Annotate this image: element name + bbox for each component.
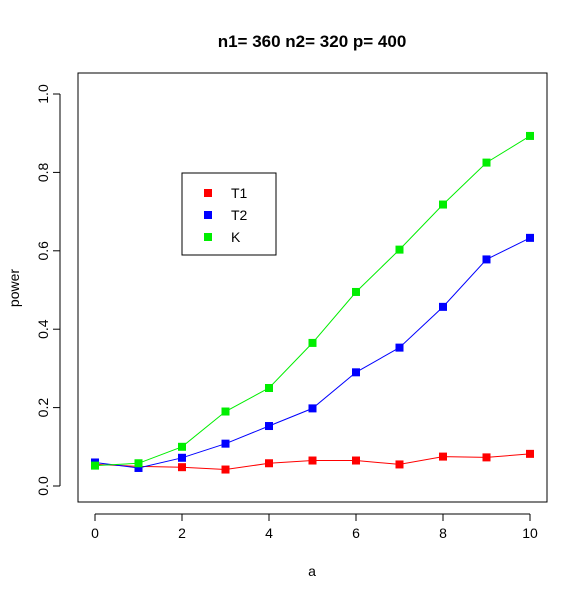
series-t2-point [352,368,360,377]
series-k-point [91,461,99,470]
x-tick-label: 10 [522,525,538,541]
series-k-point [308,338,317,347]
legend-box [181,172,277,256]
series-t2-point [134,463,143,472]
y-tick-label: 1.0 [35,84,51,104]
series-t2-point [265,422,273,431]
y-axis: 0.0 0.2 0.4 0.6 0.8 1.0 [35,84,61,496]
x-tick-label: 0 [91,525,99,541]
series-t1-point [308,456,317,465]
series-k-point [134,459,143,468]
series-k-point [395,245,404,254]
series-t2-point [395,343,404,352]
y-tick-label: 0.0 [35,476,51,496]
series-t1-point [178,463,186,472]
x-tick-label: 6 [352,525,360,541]
series-k-point [439,200,447,209]
series-k-point [265,384,273,392]
x-tick-label: 2 [178,525,186,541]
series-k-point [178,442,186,451]
legend-t1-marker [204,189,212,197]
series-t2-point [178,453,186,462]
series-t1-point [526,449,534,458]
series-t1-point [439,452,447,461]
legend-k-label: K [231,229,241,245]
chart-title: n1= 360 n2= 320 p= 400 [218,32,407,51]
x-tick-label: 8 [439,525,447,541]
y-axis-label: power [6,269,22,307]
y-tick-label: 0.2 [35,398,51,418]
series-t1-point [482,453,491,462]
x-axis-label: a [308,563,316,579]
series-t2-point [439,302,447,311]
series-k-point [352,287,360,296]
x-tick-label: 4 [265,525,273,541]
legend-t2-label: T2 [231,207,248,223]
legend: T1 T2 K [181,172,277,256]
series-t2-point [308,404,317,413]
series-t1-point [395,460,404,469]
legend-t2-marker [204,211,212,219]
legend-k-marker [204,233,212,241]
y-tick-label: 0.8 [35,162,51,182]
series-k-point [482,158,491,167]
series-t2-line [94,237,531,469]
series-t2-point [482,255,491,264]
series-k-line [94,135,531,467]
y-tick-label: 0.4 [35,319,51,339]
plot-frame [77,72,548,503]
series-k-point [526,131,534,140]
series-layer [91,131,534,474]
series-t1-point [221,465,230,474]
series-t2-point [526,233,534,242]
legend-t1-label: T1 [231,185,248,201]
series-t2-point [221,439,230,448]
series-k-point [221,407,230,416]
x-axis: 0 2 4 6 8 10 [91,513,538,541]
series-t1-point [265,459,273,468]
y-tick-label: 0.6 [35,241,51,261]
series-t1-point [352,456,360,465]
